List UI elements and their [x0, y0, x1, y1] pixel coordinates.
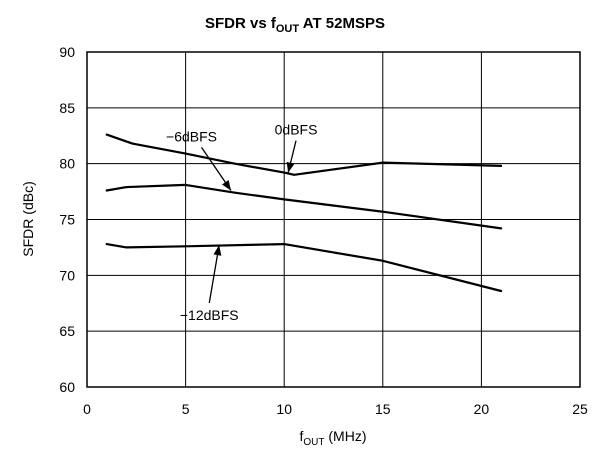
annotation-arrowhead-2	[213, 245, 222, 256]
annotation-label-1: −6dBFS	[166, 128, 217, 144]
x-tick-label-3: 15	[375, 401, 391, 417]
chart-title: SFDR vs fOUT AT 52MSPS	[205, 15, 385, 35]
annotations: 0dBFS −6dBFS −12dBFS	[166, 122, 317, 323]
y-axis-label: SFDR (dBc)	[20, 181, 36, 256]
y-tick-label-2: 70	[59, 267, 75, 283]
series-lines	[105, 133, 503, 293]
annotation-arrowhead-1	[222, 179, 231, 191]
y-tick-label-4: 80	[59, 156, 75, 172]
plot-frame	[86, 51, 581, 388]
x-tick-label-1: 5	[182, 401, 190, 417]
grid-lines	[87, 52, 580, 387]
series-line-2	[105, 243, 503, 293]
y-tick-label-6: 90	[59, 44, 75, 60]
x-tick-label-0: 0	[83, 401, 91, 417]
x-axis-label-subscript: OUT	[303, 437, 324, 448]
y-tick-labels: 60 65 70 75 80 85 90	[59, 44, 75, 395]
x-axis-label: fOUT (MHz)	[300, 428, 367, 448]
y-tick-label-1: 65	[59, 323, 75, 339]
annotation-arrowhead-0	[286, 161, 295, 173]
x-tick-labels: 0 5 10 15 20 25	[83, 401, 588, 417]
y-tick-label-5: 85	[59, 100, 75, 116]
annotation-label-0: 0dBFS	[275, 122, 318, 138]
series-line-0	[105, 133, 503, 176]
x-tick-label-4: 20	[474, 401, 490, 417]
x-tick-label-5: 25	[572, 401, 588, 417]
annotation-label-2: −12dBFS	[180, 307, 239, 323]
chart-title-subscript: OUT	[276, 23, 300, 35]
series-line-1	[105, 183, 503, 230]
chart-title-suffix: AT 52MSPS	[299, 15, 385, 32]
y-tick-label-0: 60	[59, 379, 75, 395]
x-axis-label-suffix: (MHz)	[325, 428, 367, 444]
y-tick-label-3: 75	[59, 212, 75, 228]
x-tick-label-2: 10	[276, 401, 292, 417]
x-axis-label-prefix: f	[300, 428, 304, 444]
chart-title-prefix: SFDR vs f	[205, 15, 277, 32]
